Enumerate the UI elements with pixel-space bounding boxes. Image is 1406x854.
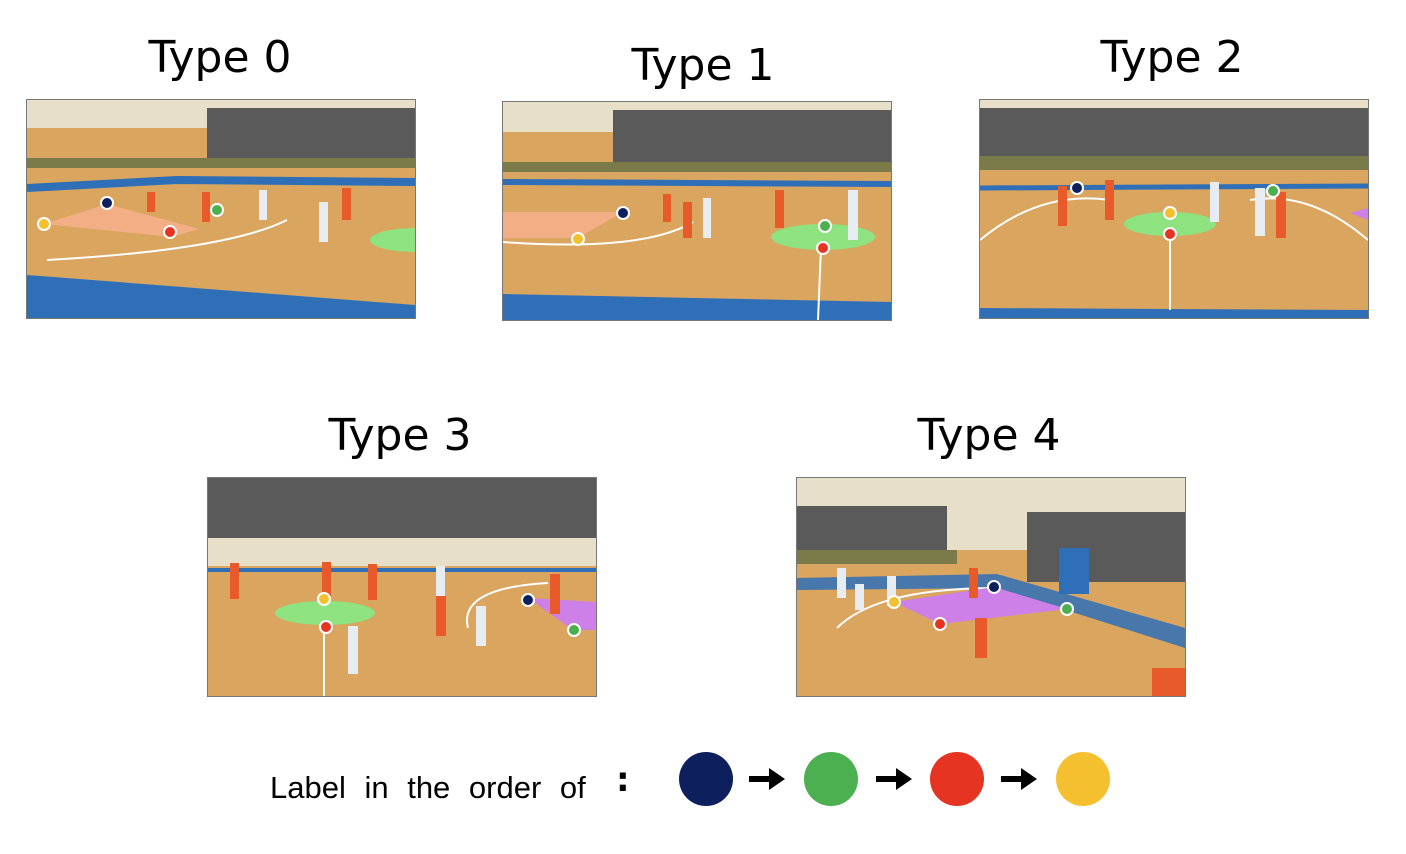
panel-title-type-1: Type 1 <box>631 40 775 91</box>
legend-dot-red <box>930 752 984 806</box>
legend-dot-green <box>804 752 858 806</box>
panel-title-type-0: Type 0 <box>148 32 292 83</box>
keypoint-red <box>163 225 177 239</box>
court-image-type-0 <box>26 99 416 319</box>
court-image-type-3 <box>207 477 597 697</box>
keypoint-yellow <box>37 217 51 231</box>
panel-title-type-4: Type 4 <box>917 410 1061 461</box>
court-image-type-1 <box>502 101 892 321</box>
arrow-right-icon <box>876 768 912 790</box>
legend-dot-yellow <box>1056 752 1110 806</box>
court-image-type-2 <box>979 99 1369 319</box>
arrow-right-icon <box>1001 768 1037 790</box>
legend-dot-navy <box>679 752 733 806</box>
panel-title-type-3: Type 3 <box>328 410 472 461</box>
legend-colon: : <box>616 760 630 800</box>
panel-title-type-2: Type 2 <box>1100 32 1244 83</box>
keypoint-green <box>210 203 224 217</box>
court-image-type-4 <box>796 477 1186 697</box>
arrow-right-icon <box>749 768 785 790</box>
key-area-fill <box>44 204 199 237</box>
keypoint-navy <box>100 196 114 210</box>
legend-label: Label in the order of <box>270 770 586 805</box>
